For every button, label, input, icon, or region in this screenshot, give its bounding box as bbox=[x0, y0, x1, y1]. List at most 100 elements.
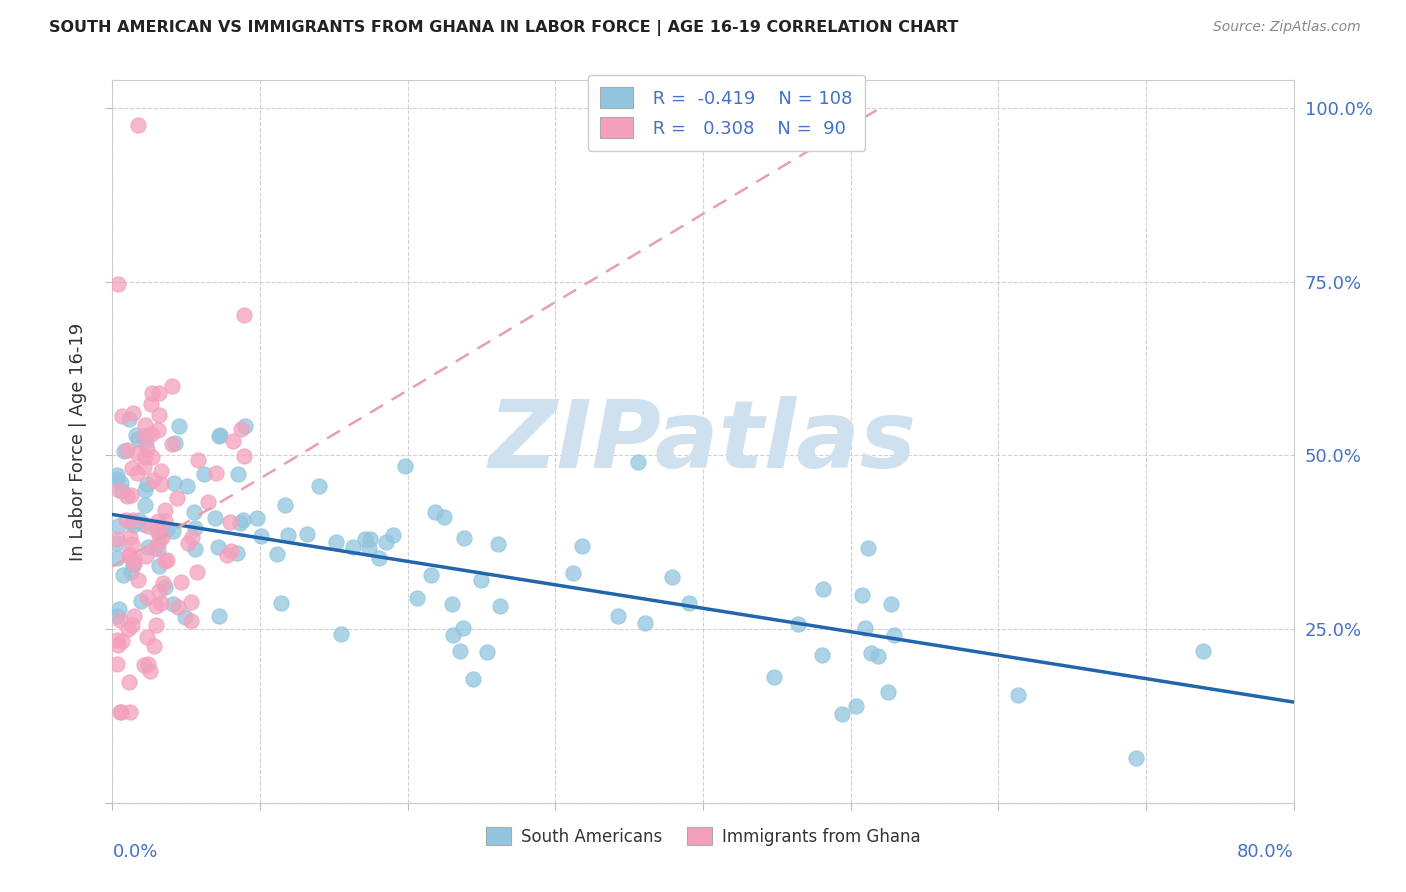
Point bbox=[232, 449, 254, 463]
Point bbox=[128, 513, 150, 527]
Point bbox=[117, 622, 139, 636]
Point bbox=[170, 574, 193, 589]
Point bbox=[108, 601, 131, 615]
Point bbox=[394, 458, 416, 473]
Point bbox=[117, 674, 139, 689]
Point bbox=[308, 479, 330, 493]
Point bbox=[859, 646, 882, 660]
Point bbox=[441, 628, 464, 642]
Point bbox=[325, 534, 347, 549]
Point bbox=[146, 423, 169, 437]
Point bbox=[1125, 750, 1147, 764]
Point bbox=[186, 565, 208, 579]
Point bbox=[207, 540, 229, 554]
Point bbox=[571, 539, 593, 553]
Point bbox=[449, 644, 471, 658]
Point bbox=[129, 594, 152, 608]
Point bbox=[229, 516, 252, 530]
Point bbox=[486, 536, 509, 550]
Point bbox=[121, 537, 143, 551]
Point bbox=[266, 547, 288, 561]
Point bbox=[131, 516, 153, 531]
Point bbox=[141, 450, 163, 464]
Point bbox=[177, 536, 200, 550]
Point bbox=[118, 706, 141, 720]
Point bbox=[160, 436, 183, 450]
Point bbox=[441, 597, 464, 611]
Point bbox=[561, 566, 583, 580]
Point bbox=[270, 596, 292, 610]
Point bbox=[132, 657, 155, 672]
Point bbox=[125, 466, 148, 480]
Point bbox=[453, 531, 475, 545]
Point bbox=[163, 436, 186, 450]
Point bbox=[148, 559, 170, 574]
Point bbox=[215, 548, 238, 562]
Point bbox=[111, 483, 134, 498]
Point bbox=[883, 628, 905, 642]
Point bbox=[108, 706, 131, 720]
Point bbox=[152, 576, 174, 591]
Point bbox=[148, 584, 170, 599]
Point bbox=[232, 513, 254, 527]
Point bbox=[382, 527, 405, 541]
Point bbox=[207, 428, 229, 442]
Point bbox=[489, 599, 512, 613]
Point bbox=[142, 473, 165, 487]
Legend: South Americans, Immigrants from Ghana: South Americans, Immigrants from Ghana bbox=[479, 821, 927, 852]
Point bbox=[105, 657, 128, 671]
Point bbox=[184, 542, 207, 557]
Point bbox=[831, 706, 853, 721]
Point bbox=[433, 510, 456, 524]
Point bbox=[122, 552, 145, 566]
Point bbox=[121, 618, 143, 632]
Point bbox=[868, 649, 890, 664]
Point bbox=[233, 309, 256, 323]
Point bbox=[105, 468, 128, 483]
Point bbox=[134, 418, 156, 433]
Point bbox=[134, 429, 156, 443]
Point bbox=[145, 618, 167, 632]
Point bbox=[135, 590, 157, 604]
Point bbox=[231, 422, 253, 436]
Point bbox=[117, 489, 139, 503]
Point bbox=[183, 521, 205, 535]
Y-axis label: In Labor Force | Age 16-19: In Labor Force | Age 16-19 bbox=[69, 322, 87, 561]
Point bbox=[1191, 644, 1213, 658]
Point bbox=[853, 621, 876, 635]
Point bbox=[118, 411, 141, 425]
Point bbox=[295, 527, 318, 541]
Point bbox=[354, 532, 377, 546]
Point bbox=[451, 621, 474, 635]
Point bbox=[176, 478, 198, 492]
Point bbox=[136, 541, 159, 555]
Point bbox=[845, 698, 868, 713]
Text: Source: ZipAtlas.com: Source: ZipAtlas.com bbox=[1213, 20, 1361, 34]
Point bbox=[127, 119, 149, 133]
Point bbox=[150, 464, 173, 478]
Point bbox=[160, 379, 183, 393]
Point bbox=[423, 505, 446, 519]
Point bbox=[115, 513, 138, 527]
Point bbox=[148, 526, 170, 541]
Point bbox=[135, 442, 157, 456]
Point bbox=[105, 633, 128, 648]
Point bbox=[146, 514, 169, 528]
Point bbox=[162, 524, 184, 538]
Point bbox=[342, 540, 364, 554]
Point bbox=[134, 498, 156, 512]
Point bbox=[125, 428, 148, 442]
Point bbox=[122, 406, 145, 420]
Point bbox=[136, 518, 159, 533]
Point bbox=[359, 533, 381, 547]
Point bbox=[111, 634, 134, 648]
Point bbox=[218, 516, 240, 530]
Point bbox=[107, 519, 129, 533]
Point bbox=[110, 476, 132, 491]
Point bbox=[122, 517, 145, 532]
Point bbox=[136, 477, 159, 491]
Point bbox=[162, 475, 184, 490]
Point bbox=[221, 544, 243, 558]
Point bbox=[145, 599, 167, 614]
Point bbox=[141, 386, 163, 401]
